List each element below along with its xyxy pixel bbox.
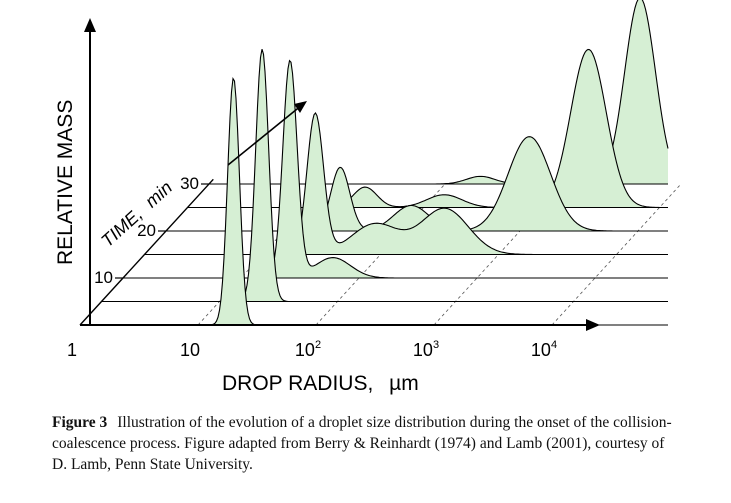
- time-tick-label: 20: [137, 221, 156, 240]
- caption-label: Figure 3: [52, 414, 108, 431]
- time-direction-arrow: [227, 104, 303, 166]
- axes: [79, 18, 600, 331]
- distribution-curves: [80, 0, 669, 326]
- time-tick-label: 10: [94, 268, 113, 287]
- time-tick-label: 30: [180, 174, 199, 193]
- series-area: [80, 78, 668, 325]
- x-axis-arrow: [586, 319, 600, 331]
- figure-caption: Figure 3 Illustration of the evolution of…: [52, 412, 682, 475]
- x-tick-label: 102: [295, 339, 321, 360]
- x-tick-label: 1: [67, 340, 77, 360]
- caption-text: Illustration of the evolution of a dropl…: [52, 414, 672, 473]
- series-area: [166, 136, 668, 231]
- x-tick-label: 10: [180, 340, 200, 360]
- y-axis-label: RELATIVE MASS: [54, 100, 77, 265]
- waterfall-chart: 10 20 30 1 10 102 103 104 DROP RADIUS, µm RELATIV…: [54, 0, 682, 395]
- chart-figure: 10 20 30 1 10 102 103 104 DROP RADIUS, µm RELATIV…: [54, 0, 682, 395]
- series-area: [187, 49, 668, 208]
- x-tick-label: 103: [413, 339, 439, 360]
- x-axis-label: DROP RADIUS, µm: [222, 372, 419, 395]
- y-axis-arrow: [84, 18, 96, 32]
- series-area: [209, 0, 668, 184]
- time-axis-line: [79, 178, 214, 326]
- time-direction-arrowhead: [294, 101, 307, 113]
- x-tick-label: 104: [531, 339, 557, 360]
